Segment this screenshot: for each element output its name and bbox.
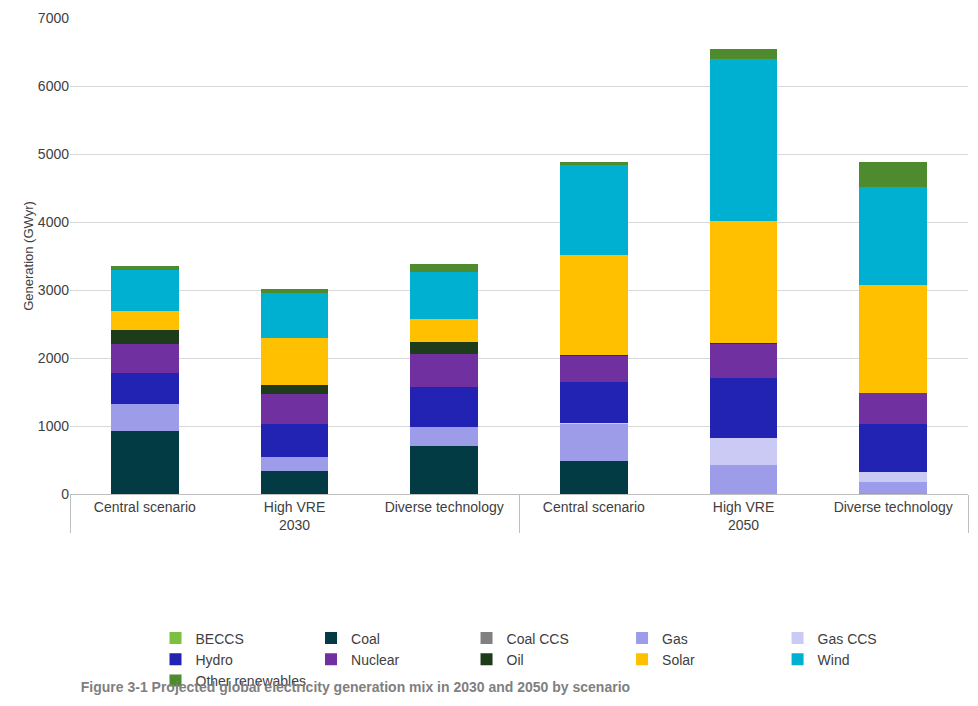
- svg-text:2030: 2030: [279, 517, 310, 533]
- svg-text:Diverse technology: Diverse technology: [834, 499, 953, 515]
- svg-text:7000: 7000: [38, 10, 69, 26]
- svg-text:Other renewables: Other renewables: [196, 673, 307, 689]
- svg-text:Figure 3-1 Projected global el: Figure 3-1 Projected global electricity …: [81, 679, 630, 695]
- svg-text:Gas CCS: Gas CCS: [818, 631, 877, 647]
- svg-text:High VRE: High VRE: [713, 499, 774, 515]
- svg-text:6000: 6000: [38, 78, 69, 94]
- svg-text:Hydro: Hydro: [196, 652, 234, 668]
- svg-text:Generation (GWyr): Generation (GWyr): [21, 201, 36, 311]
- svg-text:Oil: Oil: [507, 652, 524, 668]
- svg-text:High VRE: High VRE: [264, 499, 325, 515]
- svg-text:Central scenario: Central scenario: [94, 499, 196, 515]
- svg-text:2050: 2050: [728, 517, 759, 533]
- svg-text:Diverse technology: Diverse technology: [385, 499, 504, 515]
- svg-text:Wind: Wind: [818, 652, 850, 668]
- svg-text:5000: 5000: [38, 146, 69, 162]
- svg-text:4000: 4000: [38, 214, 69, 230]
- svg-text:Solar: Solar: [662, 652, 695, 668]
- svg-text:Central scenario: Central scenario: [543, 499, 645, 515]
- svg-text:2000: 2000: [38, 350, 69, 366]
- svg-text:BECCS: BECCS: [196, 631, 244, 647]
- svg-text:Nuclear: Nuclear: [351, 652, 400, 668]
- svg-text:0: 0: [61, 486, 69, 502]
- svg-text:Gas: Gas: [662, 631, 688, 647]
- svg-text:Coal: Coal: [351, 631, 380, 647]
- svg-text:1000: 1000: [38, 418, 69, 434]
- svg-text:3000: 3000: [38, 282, 69, 298]
- svg-text:Coal CCS: Coal CCS: [507, 631, 569, 647]
